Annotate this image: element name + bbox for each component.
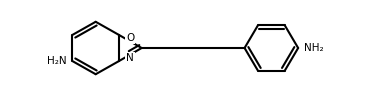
Text: N: N xyxy=(126,53,134,63)
Text: NH₂: NH₂ xyxy=(304,43,324,53)
Text: H₂N: H₂N xyxy=(47,56,67,66)
Text: O: O xyxy=(126,33,134,43)
